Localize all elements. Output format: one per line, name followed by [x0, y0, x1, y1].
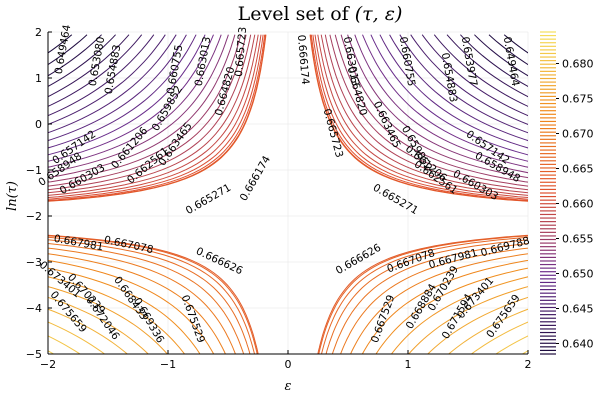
y-tick-label: 0 — [35, 118, 42, 131]
chart-title-prefix: Level set of — [238, 3, 355, 25]
colorbar-tick-label: 0.675 — [562, 93, 594, 106]
colorbar-tick-label: 0.650 — [562, 268, 594, 281]
x-tick-label: 1 — [405, 358, 412, 371]
colorbar-tick-label: 0.660 — [562, 198, 594, 211]
colorbar-tick-label: 0.640 — [562, 338, 594, 351]
colorbar-tick-label: 0.665 — [562, 163, 594, 176]
chart-title: Level set of (τ, ε) — [238, 3, 403, 25]
colorbar: 0.640 0.645 0.650 0.655 0.660 0.665 0.670 0.675… — [540, 32, 594, 354]
y-tick-label: −1 — [26, 164, 42, 177]
x-tick-label: −2 — [40, 358, 56, 371]
y-tick-label: −4 — [26, 302, 42, 315]
colorbar-tick-label: 0.655 — [562, 233, 594, 246]
y-tick-label: −2 — [26, 210, 42, 223]
x-tick-label: 0 — [285, 358, 292, 371]
y-tick-label: 2 — [35, 26, 42, 39]
y-axis-label: ln(τ) — [5, 181, 20, 211]
y-tick-label: 1 — [35, 72, 42, 85]
colorbar-tick-label: 0.680 — [562, 58, 594, 71]
colorbar-tick-label: 0.670 — [562, 128, 594, 141]
y-tick-label: −5 — [26, 348, 42, 361]
x-axis-label: ε — [285, 379, 292, 394]
x-tick-label: 2 — [525, 358, 532, 371]
chart-title-math: (τ, ε) — [355, 3, 403, 25]
colorbar-tick-label: 0.645 — [562, 303, 594, 316]
x-tick-label: −1 — [160, 358, 176, 371]
y-tick-label: −3 — [26, 256, 42, 269]
